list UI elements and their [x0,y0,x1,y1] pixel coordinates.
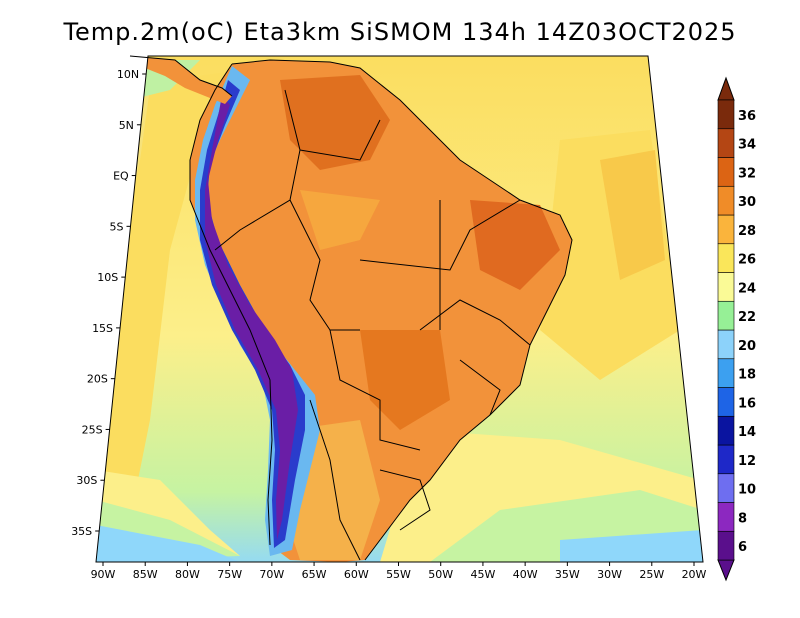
lon-tick-label: 35W [555,568,580,581]
brazil-state-line-1 [359,199,521,271]
colorbar-min-arrow [717,559,735,582]
colorbar-label: 24 [738,281,756,296]
colorbar-segment [717,473,735,503]
colorbar-segment [717,214,735,245]
colorbar-label: 20 [738,339,756,354]
lon-tick-label: 50W [428,568,453,581]
colorbar-segment [717,329,735,360]
warm-patch-amazon [300,190,380,250]
lon-tick-label: 40W [513,568,538,581]
lon-tick-label: 75W [217,568,242,581]
colorbar-label: 28 [738,224,756,239]
colorbar-segment [717,243,735,273]
colorbar-label: 12 [738,454,756,469]
lat-tick-label: 5N [119,119,134,132]
hot-patch-northeast [470,200,560,290]
lon-tick-label: 25W [639,568,664,581]
colorbar-label: 26 [738,253,756,268]
lon-tick-label: 65W [302,568,327,581]
uruguay-border [379,469,431,531]
andes-peaks [205,95,298,540]
central-america-land [130,56,232,104]
lon-tick-label: 80W [175,568,200,581]
south-pacific-cold [96,525,240,562]
colorbar-segment [717,444,735,475]
colorbar-label: 16 [738,396,756,411]
colorbar-segment [717,185,735,216]
colorbar-segment [717,358,735,388]
lon-tick-label: 20W [682,568,707,581]
lat-tick-label: 15S [92,322,113,335]
lat-tick-label: 30S [76,474,97,487]
colorbar-label: 36 [738,109,756,124]
map-frame [95,55,704,563]
colorbar-segment [717,157,735,187]
hot-patch-central [360,330,450,430]
colorbar-segment [717,99,735,130]
brazil-state-line-4 [459,359,501,416]
temperature-field [96,56,703,562]
colorbar-segment [717,128,735,158]
colorbar-segment [717,415,735,446]
atlantic-coastline [231,59,573,561]
colorbar-segment [717,387,735,417]
south-atlantic-cold [560,530,703,562]
map-title: Temp.2m(oC) Eta3km SiSMOM 134h 14Z03OCT2… [63,18,737,46]
lat-tick-label: 20S [87,373,108,386]
colorbar-label: 6 [738,540,747,555]
peru-brazil-border [289,199,360,331]
venezuela-border [299,119,381,161]
lon-tick-label: 55W [386,568,411,581]
political-borders [129,55,573,561]
colorbar-label: 34 [738,138,756,153]
lat-tick-label: 10S [97,271,118,284]
colorbar-segment [717,530,735,561]
hot-patch-north [280,75,390,170]
colorbar-label: 32 [738,166,756,181]
colorbar-label: 8 [738,511,747,526]
colorbar-segment [717,502,735,532]
central-america-coast [129,55,233,97]
colorbar-label: 14 [738,425,756,440]
colorbar-max-arrow [717,76,735,101]
lon-tick-label: 45W [470,568,495,581]
colorbar: 6 8 10 12 14 16 18 20 22 24 26 28 30 32 34 36 [717,76,756,582]
lon-tick-label: 70W [259,568,284,581]
lat-tick-label: 35S [71,525,92,538]
lat-tick-label: EQ [113,170,129,183]
lat-tick-label: 10N [117,68,139,81]
pacific-coastline [189,63,273,546]
lon-tick-label: 30W [597,568,622,581]
colorbar-label: 10 [738,483,756,498]
colorbar-segment [717,300,735,331]
colorbar-label: 30 [738,195,756,210]
lat-tick-label: 5S [110,220,124,233]
latitude-axis: 10N 5N EQ 5S 10S 15S 20S 25S 30S 35S [71,68,147,538]
lon-tick-label: 90W [91,568,116,581]
lon-tick-label: 85W [133,568,158,581]
argentina-chile-border [309,399,361,561]
colorbar-label: 18 [738,368,756,383]
lat-tick-label: 25S [82,423,103,436]
lon-tick-label: 60W [344,568,369,581]
atlantic-warmer-patch [600,150,665,280]
colorbar-segment [717,272,735,302]
longitude-axis: 90W 85W 80W 75W 70W 65W 60W 55W 50W 45W 40W 35W 30W 2… [91,562,707,581]
colorbar-label: 22 [738,310,756,325]
bolivia-paraguay-border [329,329,421,451]
